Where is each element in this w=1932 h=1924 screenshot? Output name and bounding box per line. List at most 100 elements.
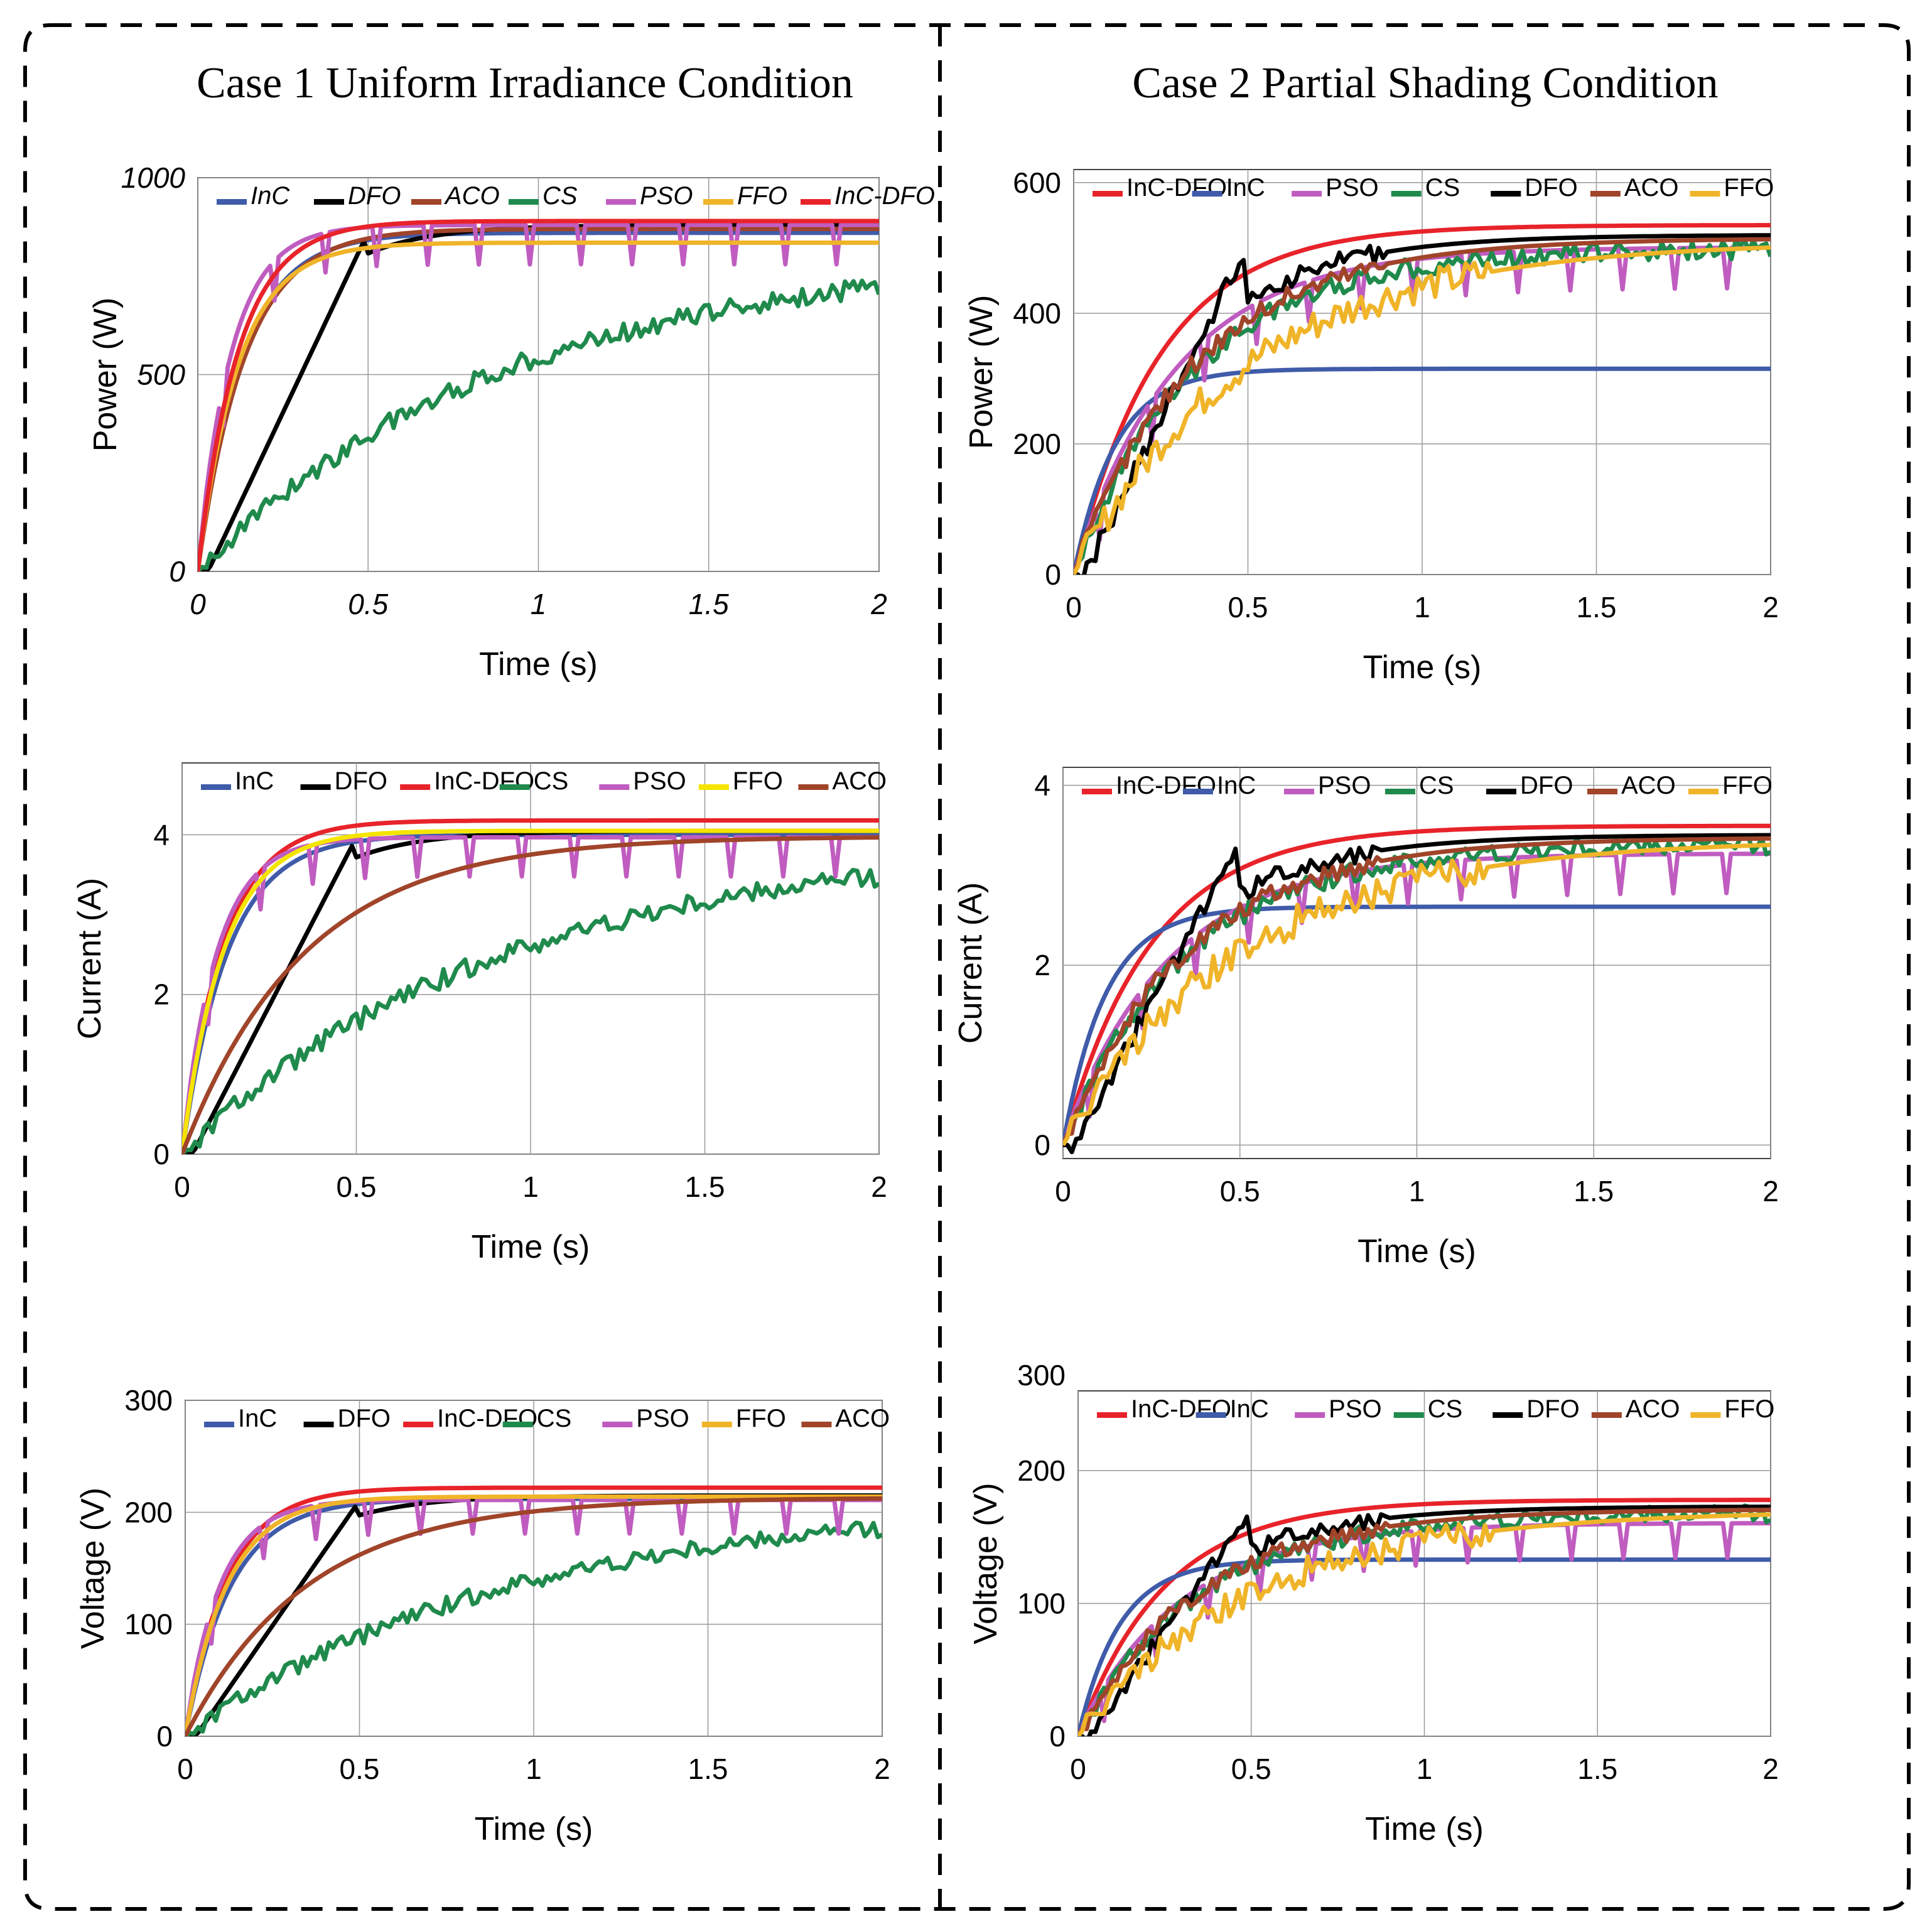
c1-power-xlabel: Time (s) [479, 646, 598, 683]
c2-power-legend-label-inc: InC [1226, 174, 1265, 202]
c2-power-series-ffo [1074, 245, 1771, 575]
c2-current-legend-swatch-pso [1284, 789, 1314, 794]
c2-voltage-xlabel: Time (s) [1365, 1811, 1484, 1847]
c2-power-xtick-label: 0 [1066, 591, 1082, 624]
c1-current-legend-swatch-aco [798, 784, 829, 790]
c1-current-legend-swatch-inc-dfo [400, 784, 431, 790]
c2-voltage-legend-label-cs: CS [1428, 1395, 1463, 1423]
c1-current-series-inc-dfo [182, 818, 879, 1154]
c1-voltage-legend-label-aco: ACO [835, 1405, 890, 1432]
c2-power-legend-swatch-pso [1292, 191, 1322, 197]
c2-current-legend-label-ffo: FFO [1722, 772, 1773, 799]
c1-voltage-legend-swatch-cs [502, 1422, 533, 1427]
c1-current-series-cs [182, 868, 879, 1154]
c1-power-legend-swatch-dfo [314, 199, 344, 205]
c1-current-legend-label-inc: InC [235, 767, 274, 795]
c2-current-legend-swatch-aco [1587, 789, 1617, 794]
c1-current-legend-label-cs: CS [534, 767, 569, 795]
c2-voltage-legend-swatch-inc-dfo [1097, 1412, 1127, 1418]
c2-power-ytick-label: 400 [1013, 297, 1061, 330]
c2-voltage-legend-label-pso: PSO [1329, 1395, 1381, 1423]
c1-current-legend-swatch-cs [499, 784, 530, 790]
c2-power-ytick-label: 600 [1013, 166, 1061, 199]
c1-current-legend-swatch-inc [201, 784, 231, 790]
c2-voltage-xtick-label: 2 [1762, 1753, 1779, 1785]
c1-current-series-aco [182, 835, 879, 1154]
c2-voltage-chart: 0 0.5 1 1.5 2 0 100 200 300 Time (s) Voltage (V) In… [968, 1359, 1779, 1847]
c2-power-series-inc-dfo [1074, 223, 1771, 575]
c1-voltage-ytick-label: 200 [124, 1496, 173, 1528]
c2-power-ytick-label: 200 [1013, 428, 1061, 460]
c1-voltage-series-cs [185, 1520, 882, 1736]
c1-power-legend-swatch-cs [509, 199, 539, 205]
c2-current-series-ffo [1063, 843, 1771, 1147]
c1-voltage-xtick-label: 1.5 [688, 1753, 728, 1785]
c1-voltage-xtick-label: 0 [177, 1753, 193, 1785]
c1-power-xtick-label: 1 [531, 588, 547, 620]
c2-power-legend-swatch-dfo [1491, 191, 1521, 197]
c1-voltage-ytick-label: 0 [156, 1720, 173, 1753]
c2-power-xtick-label: 1 [1414, 591, 1430, 624]
c1-power-xtick-label: 1.5 [689, 588, 729, 620]
c1-current-ytick-label: 0 [153, 1138, 170, 1170]
c2-power-legend-swatch-ffo [1690, 191, 1720, 197]
c2-voltage-ytick-label: 100 [1017, 1587, 1066, 1619]
c2-power-legend-label-aco: ACO [1624, 174, 1679, 202]
c1-power-series-cs [198, 278, 879, 571]
c2-current-xtick-label: 0.5 [1220, 1175, 1260, 1208]
c2-current-xtick-label: 0 [1055, 1175, 1071, 1208]
c2-voltage-xtick-label: 1 [1417, 1753, 1433, 1785]
c2-current-legend-label-aco: ACO [1621, 772, 1676, 799]
c1-power-legend-swatch-inc [217, 199, 247, 205]
c1-current-legend-label-aco: ACO [832, 767, 887, 795]
case2-title: Case 2 Partial Shading Condition [1132, 59, 1718, 107]
c1-current-legend-swatch-dfo [300, 784, 331, 790]
c1-power-series-inc-dfo [198, 219, 879, 571]
c2-voltage-legend-swatch-aco [1591, 1412, 1622, 1418]
c1-power-chart: 0 0.5 1 1.5 2 0 500 1000 Time (s) Power (W) InC DFO… [87, 161, 935, 683]
c1-power-legend-label-inc-dfo: InC-DFO [834, 182, 935, 210]
c2-current-legend-label-cs: CS [1419, 772, 1454, 799]
c2-power-series-inc [1074, 366, 1771, 575]
c1-voltage-xlabel: Time (s) [475, 1811, 593, 1847]
c1-current-legend-label-dfo: DFO [335, 767, 387, 795]
c2-voltage-ytick-label: 0 [1049, 1720, 1066, 1753]
c2-power-xlabel: Time (s) [1363, 649, 1482, 686]
c2-voltage-series-ffo [1078, 1512, 1771, 1736]
c1-power-ytick-label: 0 [169, 555, 185, 588]
c1-voltage-legend-swatch-aco [801, 1422, 832, 1427]
c1-voltage-ylabel: Voltage (V) [75, 1488, 111, 1649]
c2-current-ytick-label: 4 [1034, 769, 1050, 802]
c1-current-legend-swatch-pso [599, 784, 630, 790]
c1-power-legend-swatch-aco [411, 199, 441, 205]
c2-current-legend-label-pso: PSO [1318, 772, 1371, 799]
c2-power-legend-label-inc-dfo: InC-DFO [1126, 174, 1227, 202]
c2-power-ytick-label: 0 [1045, 558, 1061, 591]
c2-current-legend-swatch-ffo [1688, 789, 1719, 794]
c2-power-chart: 0 0.5 1 1.5 2 0 200 400 600 Time (s) Power (W) InC-… [963, 166, 1779, 686]
c1-voltage-legend-swatch-ffo [701, 1422, 732, 1427]
c2-voltage-series-aco [1078, 1508, 1771, 1736]
c1-power-legend-swatch-ffo [703, 199, 733, 205]
c1-voltage-xtick-label: 2 [874, 1753, 890, 1785]
c2-power-legend-label-dfo: DFO [1525, 174, 1577, 202]
c2-current-ytick-label: 2 [1034, 949, 1050, 981]
c2-voltage-legend-swatch-ffo [1690, 1412, 1721, 1418]
c1-voltage-series-ffo [185, 1494, 882, 1736]
c2-current-legend-swatch-inc [1183, 789, 1213, 794]
c1-voltage-legend-label-cs: CS [537, 1405, 572, 1432]
c1-power-legend-swatch-inc-dfo [801, 199, 831, 205]
c2-current-legend-swatch-inc-dfo [1082, 789, 1112, 794]
c2-voltage-series-inc [1078, 1557, 1771, 1736]
c1-power-xtick-label: 2 [870, 588, 887, 620]
c2-power-xtick-label: 1.5 [1577, 591, 1617, 624]
c2-current-legend-swatch-cs [1385, 789, 1415, 794]
c1-power-ytick-label: 1000 [121, 161, 186, 194]
c1-power-series-ffo [198, 240, 879, 571]
c1-voltage-legend-label-pso: PSO [636, 1405, 689, 1432]
c1-voltage-legend-label-inc: InC [238, 1405, 277, 1432]
c2-current-xlabel: Time (s) [1357, 1233, 1476, 1270]
c2-current-xtick-label: 2 [1762, 1175, 1779, 1208]
c2-power-legend-swatch-inc [1192, 191, 1222, 197]
